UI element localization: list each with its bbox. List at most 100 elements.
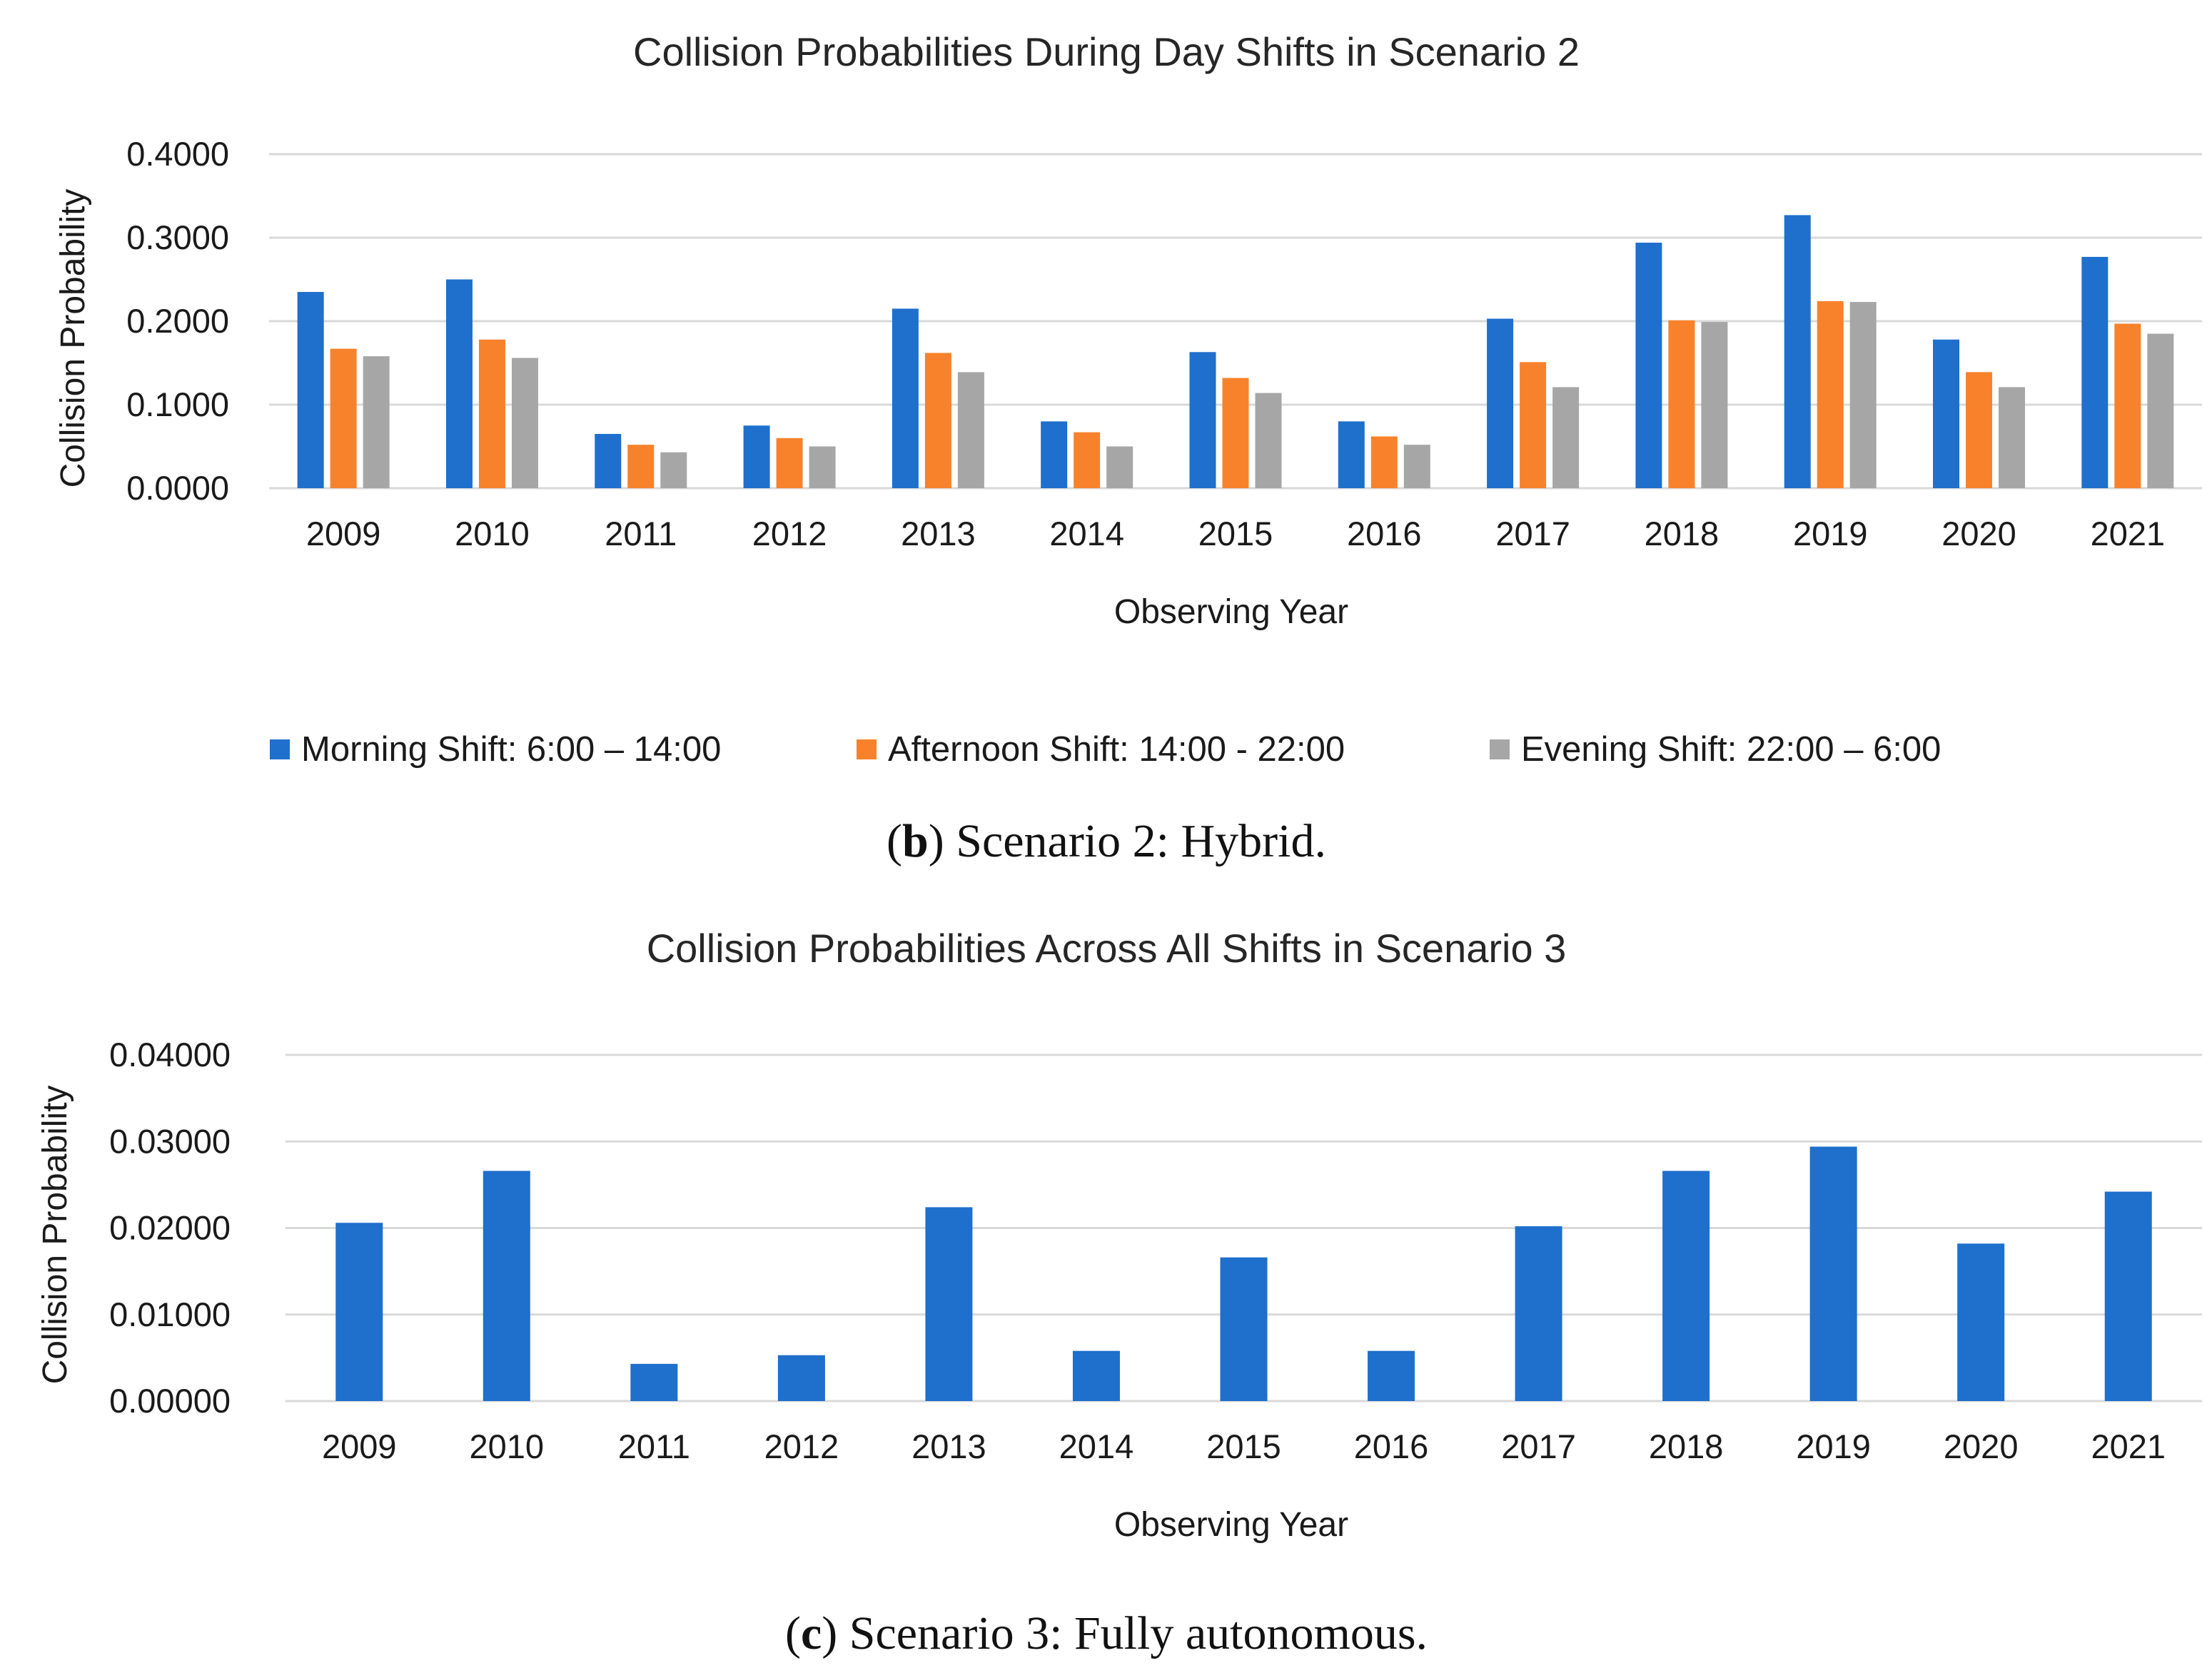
bar-morning-2012	[743, 425, 770, 488]
bar-morning-2018	[1635, 243, 1662, 488]
x-tick-label: 2016	[1347, 515, 1422, 552]
x-tick-label: 2012	[752, 515, 827, 552]
bar-all-shifts-2018	[1662, 1171, 1710, 1401]
y-tick-label: 0.1000	[126, 385, 229, 423]
x-tick-label: 2013	[911, 1427, 986, 1465]
chart-b-y-ticks: 0.0000 0.1000 0.2000 0.3000 0.4000	[126, 135, 229, 507]
y-tick-label: 0.00000	[109, 1382, 231, 1420]
x-tick-label: 2019	[1793, 515, 1868, 552]
bar-afternoon-2012	[776, 438, 803, 488]
chart-b-bars	[297, 215, 2174, 488]
x-tick-label: 2014	[1049, 515, 1124, 552]
y-tick-label: 0.01000	[109, 1295, 231, 1333]
bar-morning-2016	[1338, 421, 1365, 488]
bar-morning-2014	[1041, 421, 1068, 488]
x-tick-label: 2018	[1645, 515, 1719, 552]
bar-evening-2014	[1106, 446, 1133, 488]
y-tick-label: 0.4000	[126, 135, 229, 173]
legend-item-morning: Morning Shift: 6:00 – 14:00	[270, 730, 721, 769]
bar-evening-2021	[2147, 333, 2174, 488]
bar-all-shifts-2021	[2104, 1191, 2152, 1401]
bar-evening-2016	[1403, 445, 1430, 488]
y-tick-label: 0.02000	[109, 1209, 231, 1247]
bar-afternoon-2018	[1668, 320, 1695, 488]
bar-all-shifts-2017	[1515, 1226, 1562, 1401]
bar-all-shifts-2020	[1957, 1243, 2005, 1401]
x-tick-label: 2015	[1206, 1427, 1281, 1465]
bar-afternoon-2011	[627, 445, 655, 488]
legend-swatch-morning	[270, 739, 290, 759]
x-tick-label: 2016	[1354, 1427, 1429, 1465]
x-tick-label: 2020	[1941, 515, 2016, 552]
x-tick-label: 2021	[2091, 515, 2166, 552]
chart-c-caption-text: Scenario 3: Fully autonomous.	[849, 1607, 1428, 1659]
bar-evening-2012	[809, 446, 836, 488]
chart-b-y-axis-label: Collision Probability	[54, 189, 92, 488]
y-tick-label: 0.04000	[109, 1036, 231, 1073]
bar-all-shifts-2013	[925, 1207, 973, 1401]
y-tick-label: 0.0000	[126, 469, 229, 507]
bar-evening-2015	[1255, 393, 1282, 488]
legend-item-afternoon: Afternoon Shift: 14:00 - 22:00	[857, 730, 1345, 769]
chart-c-caption-letter: c	[801, 1607, 822, 1659]
bar-all-shifts-2011	[630, 1363, 678, 1401]
bar-afternoon-2013	[924, 353, 951, 488]
chart-b-legend: Morning Shift: 6:00 – 14:00 Afternoon Sh…	[270, 730, 1941, 769]
bar-evening-2020	[1999, 387, 2026, 488]
bar-morning-2020	[1933, 339, 1960, 488]
bar-morning-2011	[595, 433, 622, 488]
y-tick-label: 0.03000	[109, 1122, 231, 1160]
bar-morning-2013	[892, 308, 919, 488]
x-tick-label: 2014	[1059, 1427, 1134, 1465]
chart-c-caption: (c) Scenario 3: Fully autonomous.	[785, 1607, 1428, 1659]
bar-morning-2019	[1784, 215, 1811, 488]
legend-item-evening: Evening Shift: 22:00 – 6:00	[1490, 730, 1941, 769]
chart-c-y-axis-label: Collision Probability	[36, 1086, 74, 1385]
bar-evening-2010	[511, 358, 538, 488]
bar-all-shifts-2012	[777, 1355, 825, 1401]
x-tick-label: 2010	[455, 515, 530, 552]
chart-b: Collision Probabilities During Day Shift…	[54, 29, 2202, 867]
legend-swatch-evening	[1490, 739, 1510, 759]
legend-label-morning: Morning Shift: 6:00 – 14:00	[301, 730, 721, 769]
bar-all-shifts-2014	[1072, 1350, 1120, 1401]
x-tick-label: 2010	[470, 1427, 545, 1465]
bar-afternoon-2016	[1370, 436, 1398, 488]
bar-afternoon-2010	[478, 339, 505, 488]
x-tick-label: 2015	[1198, 515, 1273, 552]
x-tick-label: 2019	[1796, 1427, 1871, 1465]
x-tick-label: 2013	[901, 515, 976, 552]
bar-afternoon-2017	[1520, 362, 1547, 488]
chart-b-title: Collision Probabilities During Day Shift…	[633, 29, 1580, 74]
chart-b-x-ticks: 2009 2010 2011 2012 2013 2014 2015 2016 2017 2018…	[306, 515, 2165, 552]
x-tick-label: 2009	[306, 515, 381, 552]
y-tick-label: 0.3000	[126, 218, 229, 256]
x-tick-label: 2011	[605, 515, 677, 552]
bar-afternoon-2015	[1222, 378, 1249, 488]
bar-evening-2019	[1849, 302, 1877, 488]
x-tick-label: 2018	[1649, 1427, 1724, 1465]
bar-evening-2018	[1701, 322, 1728, 488]
legend-label-evening: Evening Shift: 22:00 – 6:00	[1521, 730, 1941, 769]
chart-b-caption: (b) Scenario 2: Hybrid.	[887, 815, 1326, 867]
bar-afternoon-2019	[1817, 300, 1844, 488]
bar-morning-2015	[1189, 352, 1216, 488]
bar-all-shifts-2019	[1809, 1146, 1857, 1401]
bar-all-shifts-2010	[483, 1171, 530, 1401]
x-tick-label: 2011	[618, 1427, 690, 1465]
bar-morning-2021	[2081, 256, 2109, 488]
bar-evening-2011	[660, 452, 687, 488]
chart-b-x-axis-label: Observing Year	[1114, 593, 1348, 631]
bar-afternoon-2014	[1074, 432, 1101, 488]
x-tick-label: 2009	[322, 1427, 397, 1465]
bar-all-shifts-2015	[1220, 1257, 1268, 1401]
x-tick-label: 2020	[1944, 1427, 2019, 1465]
bar-afternoon-2021	[2114, 323, 2141, 488]
bar-evening-2017	[1552, 387, 1580, 488]
chart-c-y-ticks: 0.00000 0.01000 0.02000 0.03000 0.04000	[109, 1036, 231, 1420]
chart-c-bars	[335, 1146, 2152, 1401]
x-tick-label: 2017	[1495, 515, 1570, 552]
legend-label-afternoon: Afternoon Shift: 14:00 - 22:00	[888, 730, 1345, 769]
bar-all-shifts-2009	[335, 1223, 383, 1401]
